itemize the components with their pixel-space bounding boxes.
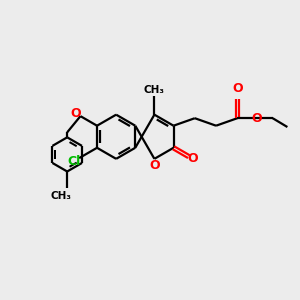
Text: CH₃: CH₃ [51,191,72,201]
Text: CH₃: CH₃ [144,85,165,95]
Text: O: O [251,112,262,125]
Text: O: O [187,152,198,165]
Text: O: O [149,159,160,172]
Text: O: O [232,82,243,94]
Text: Cl: Cl [67,155,80,168]
Text: O: O [70,107,81,120]
